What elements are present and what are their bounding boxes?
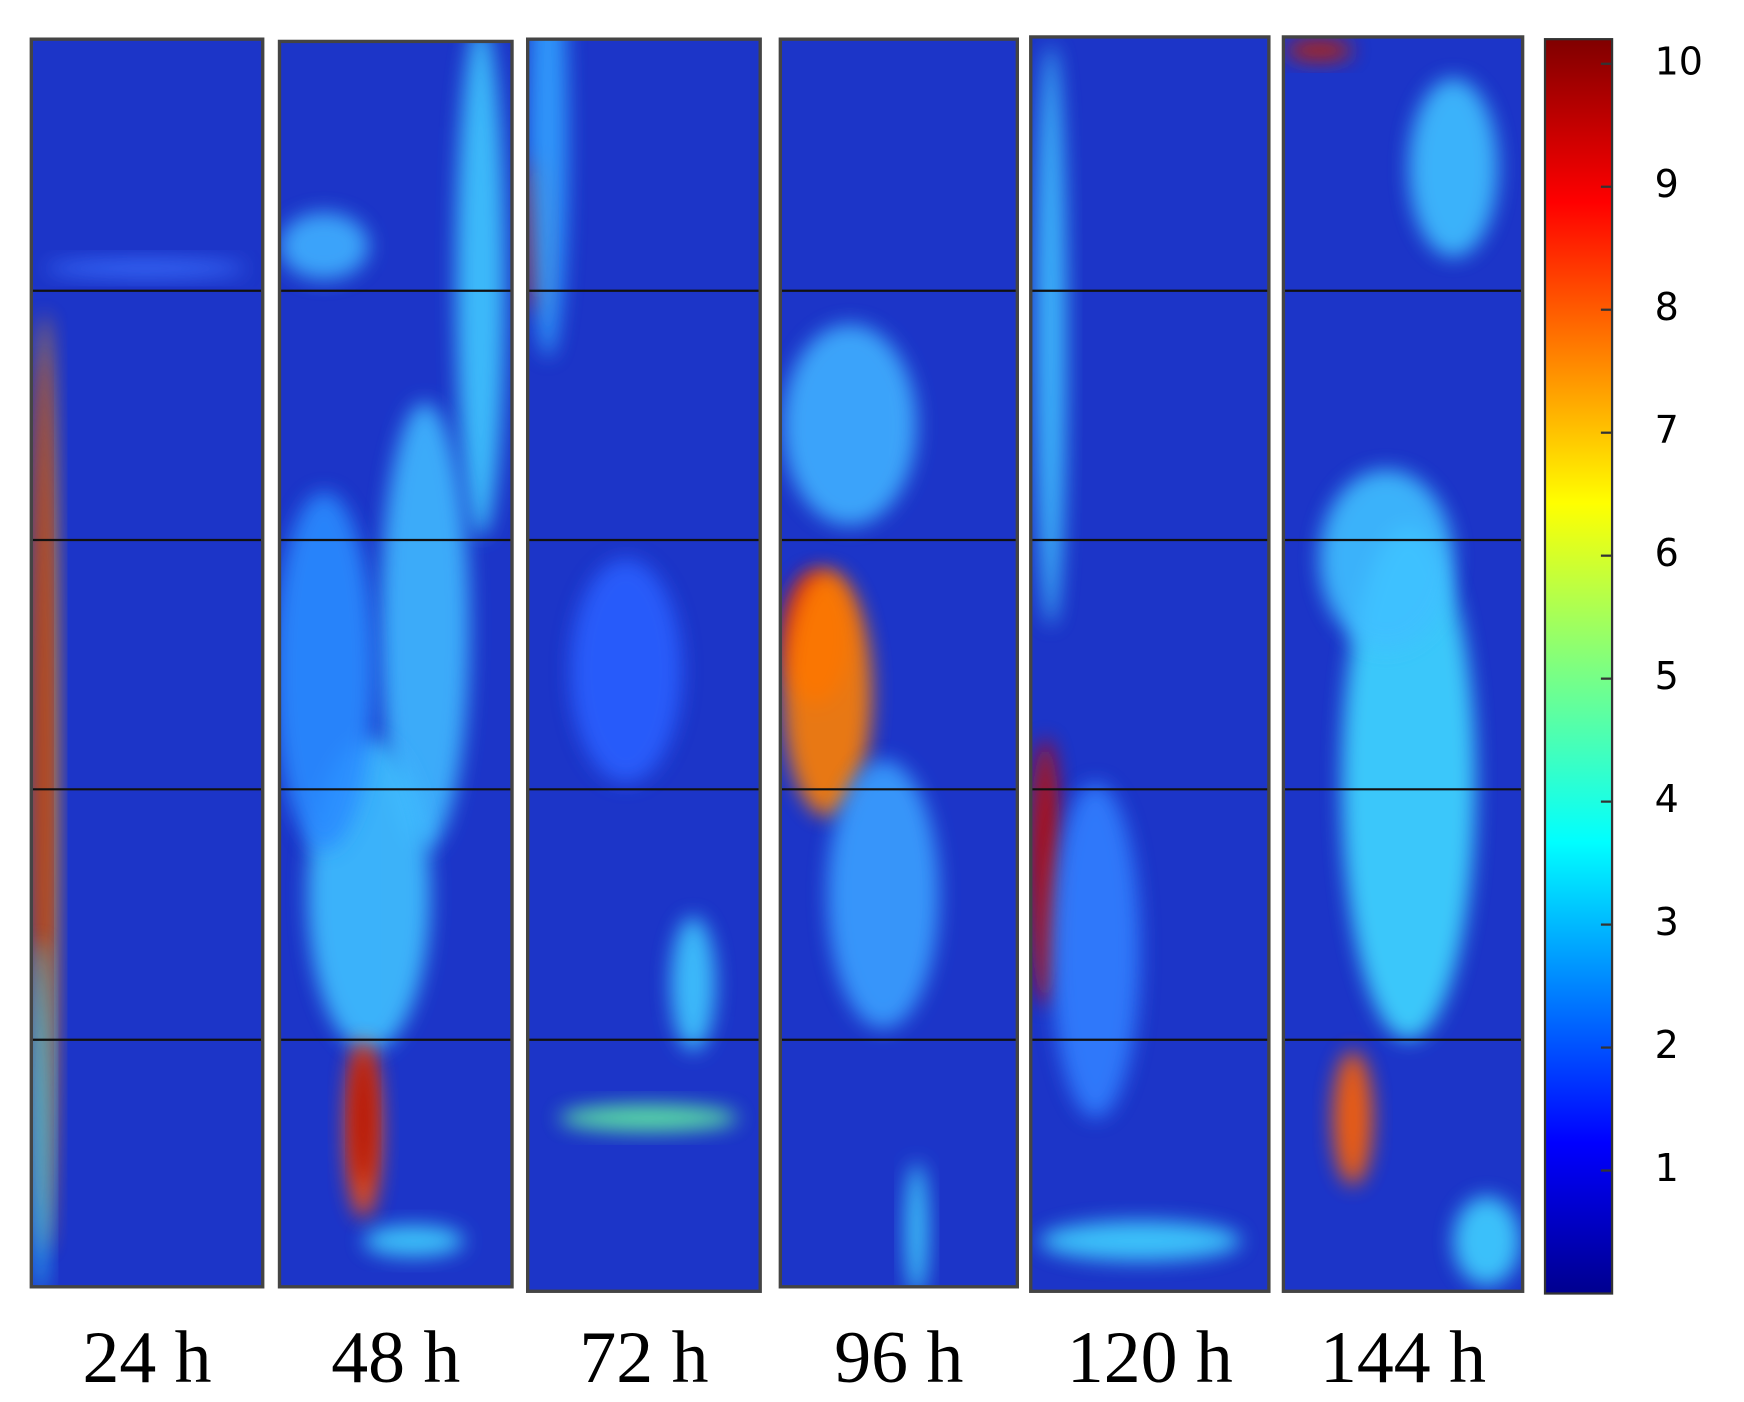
field-streak [1408, 78, 1499, 258]
panel-border [1029, 35, 1271, 1293]
panel [1030, 36, 1269, 1292]
field-streak [1035, 44, 1067, 627]
field-streak [782, 570, 872, 817]
panel-border [778, 37, 1020, 1289]
field-streak [570, 559, 682, 783]
field-streak [1285, 39, 1353, 62]
field-streak [905, 1162, 928, 1287]
field-streak [782, 324, 917, 526]
panel-border [525, 37, 762, 1293]
panel [1283, 36, 1523, 1292]
field-streak [558, 1104, 738, 1132]
field-streak [363, 1225, 464, 1257]
field-streak [1453, 1196, 1521, 1286]
colorbar-tick-label: 3 [1655, 900, 1679, 944]
panel-field [31, 39, 263, 1287]
panels: 24 h 48 h 72 h 96 h 120 h 144 h [29, 35, 1525, 1398]
field-streak [1341, 525, 1476, 1040]
colorbar-tick-label: 4 [1655, 777, 1679, 821]
colorbar-tick-label: 2 [1655, 1023, 1679, 1067]
field-streak [279, 212, 369, 280]
colorbar-ticks: 1 2 3 4 5 6 7 8 9 10 [1600, 39, 1703, 1190]
field-streak [279, 491, 375, 850]
field-streak [380, 402, 470, 850]
panel-border [1281, 35, 1525, 1293]
panel-border [277, 39, 514, 1289]
panel-field [1030, 36, 1269, 1292]
colorbar-tick-label: 8 [1655, 285, 1679, 329]
panel-label: 144 h [1320, 1316, 1486, 1398]
colorbar-tick-label: 10 [1655, 39, 1703, 83]
colorbar-tick-label: 6 [1655, 531, 1679, 575]
colorbar-tick-label: 9 [1655, 162, 1679, 206]
field-streak [827, 760, 940, 1029]
field-streak [456, 41, 506, 537]
field-streak [1319, 469, 1454, 649]
panel-label: 120 h [1067, 1316, 1233, 1398]
panel [780, 39, 1018, 1287]
colorbar-tick-label: 7 [1655, 408, 1679, 452]
panel-label: 24 h [82, 1316, 211, 1398]
field-streak [31, 939, 50, 1287]
colorbar [1543, 38, 1614, 1295]
field-streak [527, 39, 568, 358]
panel [527, 39, 761, 1292]
colorbar-tick-label: 5 [1655, 654, 1679, 698]
field-streak [670, 916, 716, 1051]
field-streak [1039, 1220, 1241, 1262]
panel [31, 39, 263, 1287]
field-streak [1050, 782, 1141, 1118]
panel-label: 48 h [331, 1316, 460, 1398]
field-streak [44, 259, 246, 278]
colorbar-tick-label: 1 [1655, 1146, 1679, 1190]
panel-label: 96 h [834, 1316, 963, 1398]
field-streak [354, 1050, 373, 1186]
panel [279, 41, 513, 1287]
field-streak [1332, 1050, 1373, 1186]
panel-label: 72 h [579, 1316, 708, 1398]
panel-border [29, 37, 265, 1289]
